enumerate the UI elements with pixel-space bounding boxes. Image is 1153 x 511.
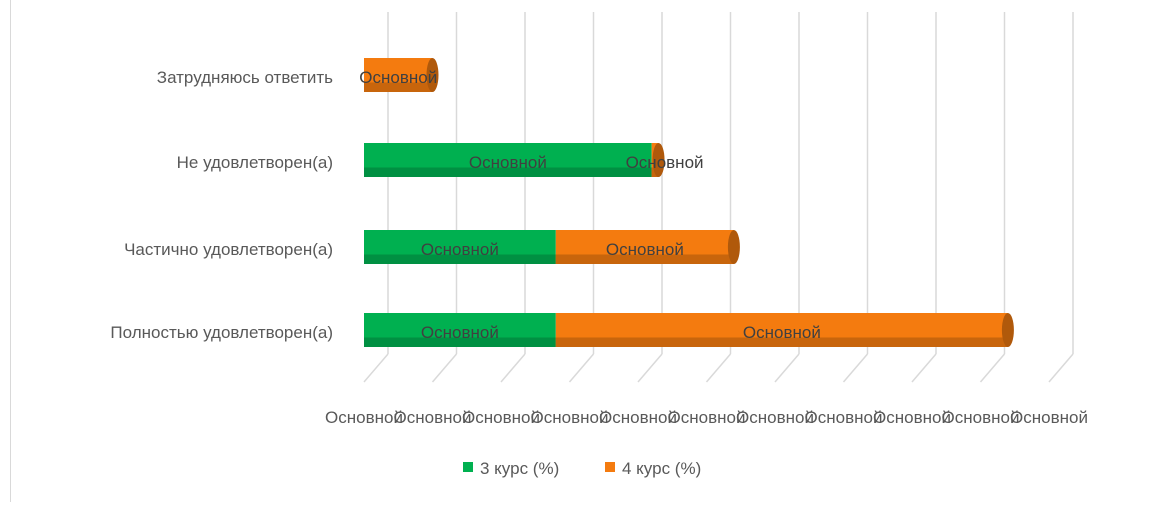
floor-gridline	[431, 353, 458, 383]
bar-shadow	[364, 337, 556, 347]
floor-gridline	[363, 353, 389, 383]
y-category-label: Не удовлетворен(а)	[177, 153, 333, 172]
floor-gridline	[500, 353, 526, 383]
bar-end-cap	[1001, 313, 1014, 347]
floor-gridline	[568, 353, 595, 383]
x-tick-label: Основной	[668, 408, 746, 427]
data-label: Основной	[421, 240, 499, 259]
x-tick-label: Основной	[736, 408, 814, 427]
x-tick-label: Основной	[531, 408, 609, 427]
legend-swatch	[605, 462, 615, 472]
data-label: Основной	[469, 153, 547, 172]
legend-label: 4 курс (%)	[622, 459, 701, 478]
floor-gridline	[979, 353, 1006, 383]
bar-shadow	[364, 254, 556, 264]
floor-gridline	[1048, 353, 1074, 383]
floor-gridline	[705, 353, 732, 383]
x-tick-label: Основной	[394, 408, 472, 427]
y-category-label: Затрудняюсь ответить	[157, 68, 333, 87]
x-tick-label: Основной	[873, 408, 951, 427]
x-tick-label: Основной	[462, 408, 540, 427]
data-label: Основной	[626, 153, 704, 172]
bar-shadow	[364, 82, 433, 92]
legend-swatch	[463, 462, 473, 472]
x-tick-label: Основной	[1010, 408, 1088, 427]
data-label: Основной	[743, 323, 821, 342]
data-label: Основной	[359, 68, 437, 87]
bar-shadow	[364, 167, 652, 177]
bar-end-cap	[727, 230, 740, 264]
y-category-label: Полностью удовлетворен(а)	[110, 323, 333, 342]
chart-border	[10, 0, 11, 502]
floor-gridline	[637, 353, 663, 383]
floor-gridline	[842, 353, 869, 383]
x-tick-label: Основной	[599, 408, 677, 427]
data-label: Основной	[421, 323, 499, 342]
x-tick-label: Основной	[805, 408, 883, 427]
floor-gridline	[911, 353, 937, 383]
floor-gridline	[774, 353, 800, 383]
bar-end-cap	[652, 143, 665, 177]
y-category-label: Частично удовлетворен(а)	[124, 240, 333, 259]
bar-shadow	[555, 337, 1008, 347]
legend-label: 3 курс (%)	[480, 459, 559, 478]
x-tick-label: Основной	[325, 408, 403, 427]
bar-end-cap	[426, 58, 439, 92]
x-tick-label: Основной	[942, 408, 1020, 427]
bar-shadow	[555, 254, 734, 264]
data-label: Основной	[606, 240, 684, 259]
